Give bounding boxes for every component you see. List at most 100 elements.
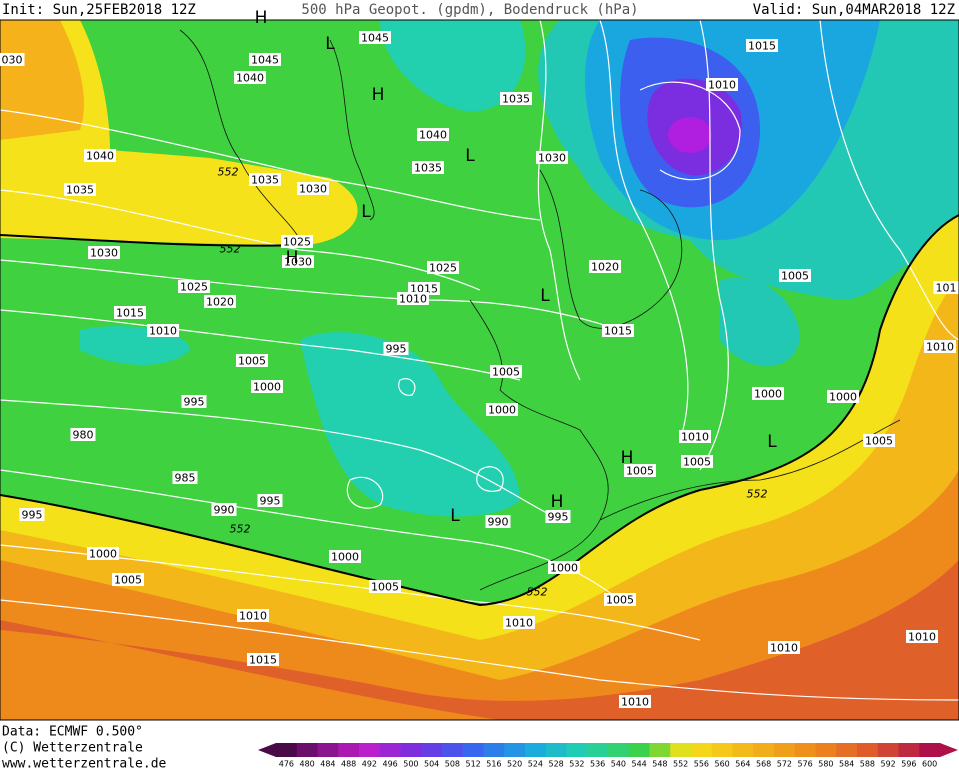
init-time: Init: Sun,25FEB2018 12Z bbox=[2, 2, 196, 18]
colorbar-swatch bbox=[296, 743, 318, 757]
isobar-label: 990 bbox=[488, 516, 509, 529]
colorbar-high-arrow bbox=[940, 743, 958, 757]
label-box bbox=[84, 149, 116, 162]
colorbar-swatch bbox=[442, 743, 464, 757]
colorbar-low-arrow bbox=[258, 743, 276, 757]
isobar-label: 1010 bbox=[926, 341, 954, 354]
colorbar-swatch bbox=[732, 743, 754, 757]
isobar-label: 1040 bbox=[86, 150, 114, 163]
isobar-label: 1015 bbox=[748, 40, 776, 53]
label-box bbox=[181, 395, 207, 408]
colorbar-swatch bbox=[649, 743, 671, 757]
pressure-center: L bbox=[450, 506, 460, 526]
colorbar-label: 528 bbox=[548, 760, 563, 769]
isobar-label: 1005 bbox=[492, 366, 520, 379]
isobar-label: 995 bbox=[548, 511, 569, 524]
colorbar-swatch bbox=[566, 743, 588, 757]
label-box bbox=[602, 324, 634, 337]
isobar-label: 1010 bbox=[708, 79, 736, 92]
isobar-label: 1010 bbox=[399, 293, 427, 306]
label-box bbox=[619, 695, 651, 708]
label-box bbox=[679, 430, 711, 443]
label-box bbox=[490, 365, 522, 378]
colorbar-label: 548 bbox=[652, 760, 667, 769]
label-box bbox=[863, 434, 895, 447]
label-box bbox=[369, 580, 401, 593]
isobar-label: 1000 bbox=[331, 551, 359, 564]
colorbar-label: 488 bbox=[341, 760, 356, 769]
colorbar-swatch bbox=[919, 743, 941, 757]
isobar-label: 1010 bbox=[621, 696, 649, 709]
pressure-center: H bbox=[255, 8, 268, 28]
label-box bbox=[251, 380, 283, 393]
colorbar-label: 572 bbox=[777, 760, 792, 769]
colorbar-swatch bbox=[504, 743, 526, 757]
isobar-label: 990 bbox=[214, 504, 235, 517]
colorbar-swatch bbox=[711, 743, 733, 757]
pressure-center: H bbox=[372, 85, 385, 105]
label-box bbox=[282, 255, 314, 268]
colorbar-label: 564 bbox=[735, 760, 750, 769]
colorbar-label: 588 bbox=[860, 760, 875, 769]
label-box bbox=[624, 464, 656, 477]
colorbar-swatch bbox=[525, 743, 547, 757]
pressure-center: H bbox=[621, 448, 634, 468]
label-box bbox=[237, 609, 269, 622]
label-box bbox=[211, 503, 237, 516]
label-box bbox=[486, 403, 518, 416]
isobar-label: 552 bbox=[747, 488, 768, 501]
label-box bbox=[706, 78, 738, 91]
isobar-label: 1045 bbox=[251, 54, 279, 67]
isobar-label: 1025 bbox=[283, 236, 311, 249]
isobar-label: 1030 bbox=[284, 256, 312, 269]
colorbar-swatch bbox=[608, 743, 630, 757]
label-box bbox=[752, 387, 784, 400]
isobar-label: 552 bbox=[218, 166, 239, 179]
isobar-label: 1005 bbox=[238, 355, 266, 368]
isobar-label: 1035 bbox=[66, 184, 94, 197]
colorbar-label: 480 bbox=[299, 760, 314, 769]
label-box bbox=[408, 282, 440, 295]
isobar-label: 1030 bbox=[299, 183, 327, 196]
isobar-label: 1010 bbox=[908, 631, 936, 644]
isobar-label: 1015 bbox=[249, 654, 277, 667]
pressure-center: H bbox=[551, 492, 564, 512]
label-box bbox=[249, 173, 281, 186]
label-box bbox=[249, 53, 281, 66]
label-box bbox=[297, 182, 329, 195]
label-box bbox=[0, 53, 25, 66]
label-box bbox=[114, 306, 146, 319]
label-box bbox=[906, 630, 938, 643]
isobar-label: 552 bbox=[220, 243, 241, 256]
isobar-label: 101 bbox=[936, 282, 957, 295]
isobar-label: 1010 bbox=[239, 610, 267, 623]
label-box bbox=[924, 340, 956, 353]
colorbar-swatch bbox=[857, 743, 879, 757]
label-box bbox=[88, 246, 120, 259]
colorbar-swatch bbox=[877, 743, 899, 757]
label-box bbox=[397, 292, 429, 305]
isobar-label: 1010 bbox=[770, 642, 798, 655]
colorbar-swatch bbox=[670, 743, 692, 757]
isobar-label: 1040 bbox=[236, 72, 264, 85]
colorbar-label: 516 bbox=[486, 760, 501, 769]
isobar-label: 1000 bbox=[488, 404, 516, 417]
colorbar-label: 552 bbox=[673, 760, 688, 769]
isobar-label: 1015 bbox=[116, 307, 144, 320]
colorbar-swatch bbox=[400, 743, 422, 757]
isobar-label: 1000 bbox=[550, 562, 578, 575]
pressure-center: L bbox=[325, 34, 335, 54]
map-title: 500 hPa Geopot. (gpdm), Bodendruck (hPa) bbox=[301, 2, 638, 18]
map-fill bbox=[0, 20, 959, 720]
colorbar-swatch bbox=[338, 743, 360, 757]
label-box bbox=[329, 550, 361, 563]
isobar-label: 1020 bbox=[591, 261, 619, 274]
isobar-label: 1025 bbox=[180, 281, 208, 294]
label-box bbox=[247, 653, 279, 666]
colorbar-label: 532 bbox=[569, 760, 584, 769]
colorbar-swatch bbox=[379, 743, 401, 757]
isobar-label: 1010 bbox=[505, 617, 533, 630]
colorbar-label: 524 bbox=[528, 760, 543, 769]
label-box bbox=[64, 183, 96, 196]
